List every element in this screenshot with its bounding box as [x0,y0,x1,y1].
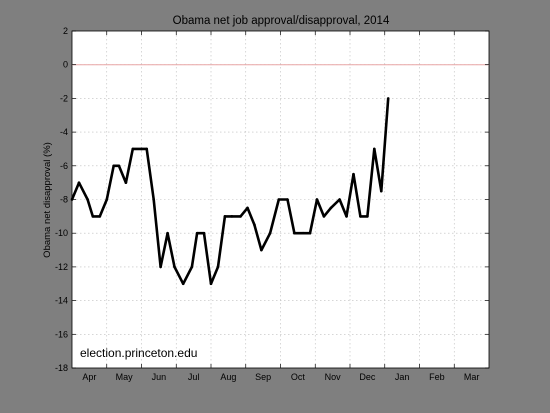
data-point [70,198,74,201]
data-point [173,265,176,269]
data-point [112,164,115,168]
y-tick-label: -10 [55,228,68,238]
data-point [260,248,263,252]
y-tick-label: 2 [63,26,68,36]
chart-title: Obama net job approval/disapproval, 2014 [173,15,390,27]
x-tick-label: Mar [464,372,480,382]
y-tick-label: -4 [60,127,68,137]
data-point [268,231,272,235]
y-tick-label: -16 [55,329,68,339]
data-point [308,231,312,235]
y-tick-label: 0 [63,60,68,70]
data-point [359,215,362,218]
data-point [131,147,135,151]
y-tick-label: -6 [60,161,68,171]
y-axis-label: Obama net disapproval (%) [42,142,53,258]
data-point [77,181,81,184]
x-tick-label: Apr [82,372,96,382]
y-tick-label: -2 [60,93,68,103]
data-point [277,198,281,201]
y-tick-label: -18 [55,363,68,373]
x-tick-labels: Apr May Jun Jul Aug Sep Oct Nov Dec Jan Feb Mar [82,372,479,382]
data-points [70,97,390,286]
data-point [202,231,206,235]
data-point [86,198,89,201]
data-point [124,181,128,184]
data-point [181,282,185,286]
x-tick-label: Oct [291,372,306,382]
x-tick-label: Dec [359,372,376,382]
data-point [338,198,341,201]
data-point [230,215,234,218]
data-point [345,215,348,218]
x-tick-label: Nov [325,372,342,382]
y-tick-label: -12 [55,262,68,272]
y-tick-label: -14 [55,296,68,306]
x-tick-label: Sep [255,372,271,382]
data-point [145,147,149,151]
data-point [98,215,102,218]
x-tick-label: Jul [188,372,200,382]
data-point [239,215,242,218]
x-tick-label: May [116,372,134,382]
data-point [166,231,169,235]
data-point [322,215,326,218]
x-tick-label: Aug [220,372,236,382]
data-point [105,198,109,201]
data-point [329,206,333,210]
data-point [159,265,162,269]
data-point [293,231,296,235]
data-point [253,223,256,227]
data-point [209,282,213,286]
data-point [366,215,369,218]
data-point [216,265,220,269]
x-tick-label: Feb [429,372,445,382]
y-tick-label: -8 [60,195,68,205]
data-point [286,198,289,201]
data-point [386,97,390,100]
data-point [152,198,155,201]
x-tick-label: Jan [395,372,410,382]
x-tick-label: Jun [152,372,167,382]
y-tick-labels: 2 0 -2 -4 -6 -8 -10 -12 -14 -16 -18 [55,26,68,373]
data-point [195,231,199,235]
axis-ticks [72,30,489,369]
data-point [352,172,355,176]
data-point [373,147,376,151]
data-point [117,164,121,168]
x-gridlines [106,31,455,368]
data-point [223,215,227,218]
data-point [246,206,249,210]
data-point [140,147,143,151]
data-point [315,198,319,201]
source-watermark: election.princeton.edu [80,346,197,360]
data-point [190,265,194,269]
data-point [91,215,95,218]
data-point [379,189,383,193]
data-point [301,231,305,235]
